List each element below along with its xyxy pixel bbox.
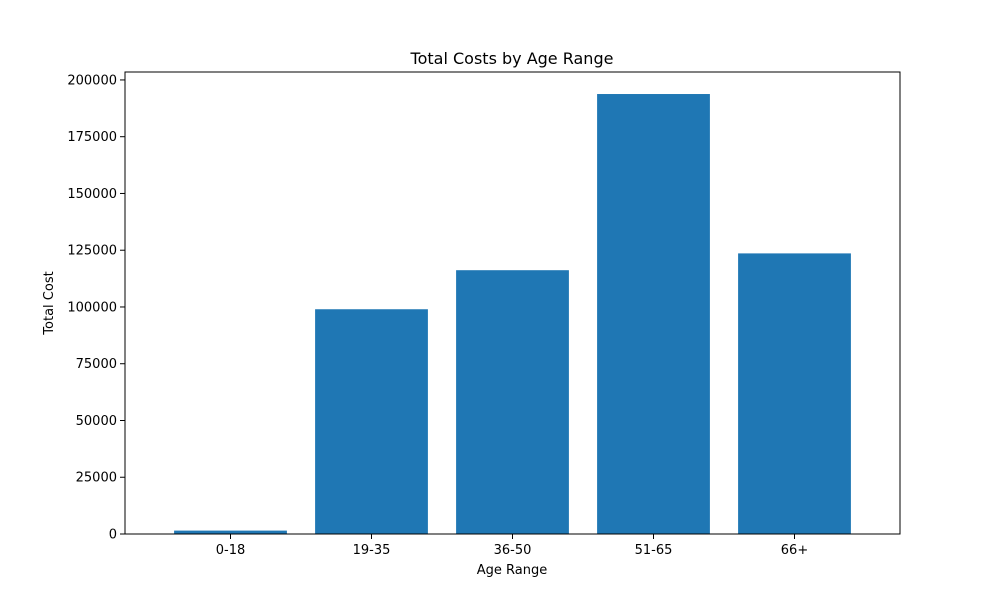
x-axis-ticks: 0-18 19-35 36-50 51-65 66+	[216, 534, 808, 558]
bar-51-65	[597, 94, 710, 535]
y-tick-label: 50000	[76, 414, 117, 429]
bar-66+	[738, 253, 851, 534]
x-tick-label: 66+	[781, 543, 808, 558]
x-axis-label: Age Range	[477, 563, 547, 578]
y-axis-ticks: 0 25000 50000 75000 100000 125000 150000 175000…	[67, 73, 125, 543]
x-tick-label: 19-35	[353, 543, 391, 558]
y-axis-label: Total Cost	[42, 271, 57, 335]
y-tick-label: 125000	[67, 244, 117, 259]
bar-0-18	[174, 530, 287, 534]
bar-36-50	[456, 270, 569, 534]
x-tick-label: 0-18	[216, 543, 246, 558]
y-tick-label: 100000	[67, 300, 117, 315]
y-tick-label: 200000	[67, 73, 117, 88]
plot-frame	[124, 71, 901, 535]
x-tick-label: 51-65	[635, 543, 673, 558]
bars-group	[174, 94, 851, 535]
bar-19-35	[315, 309, 428, 534]
y-tick-label: 75000	[76, 357, 117, 372]
y-tick-label: 150000	[67, 187, 117, 202]
x-tick-label: 36-50	[494, 543, 532, 558]
chart-title: Total Costs by Age Range	[410, 49, 614, 68]
y-tick-label: 25000	[76, 471, 117, 486]
y-tick-label: 0	[109, 528, 117, 543]
y-tick-label: 175000	[67, 130, 117, 145]
